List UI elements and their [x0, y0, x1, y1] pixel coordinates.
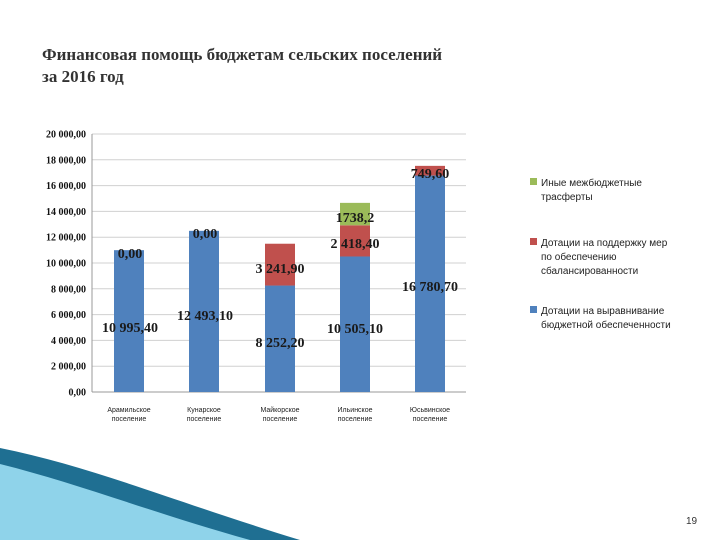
legend-label: Дотации на поддержку мер по обеспечению сб… [541, 238, 668, 277]
x-category-label: Майкорское поселение [260, 406, 299, 423]
y-tick-label: 14 000,00 [46, 207, 86, 218]
bar-segment [114, 250, 144, 392]
data-label: 8 252,20 [256, 336, 305, 351]
x-category-label: Кунарское поселение [187, 407, 222, 423]
x-category-label: Ильинское поселение [338, 407, 373, 423]
legend-label: Дотации на выравнивание бюджетной обеспеч… [541, 306, 671, 331]
bars [114, 165, 445, 392]
y-tick-label: 4 000,00 [51, 336, 86, 347]
wave-light-band [0, 464, 250, 540]
x-category-label: Юсьвинское поселение [410, 407, 450, 423]
data-label: 16 780,70 [402, 280, 458, 295]
y-tick-label: 10 000,00 [46, 259, 86, 270]
slide-title: Финансовая помощь бюджетам сельских посе… [42, 45, 443, 86]
legend-swatch [530, 178, 537, 185]
bar-segment [415, 165, 445, 176]
decorative-wave [0, 448, 300, 540]
data-label: 12 493,10 [177, 309, 233, 324]
y-tick-label: 20 000,00 [46, 130, 86, 141]
y-tick-label: 18 000,00 [46, 155, 86, 166]
y-tick-label: 2 000,00 [51, 362, 86, 373]
bar-segment [265, 243, 295, 286]
y-tick-label: 8 000,00 [51, 284, 86, 295]
y-tick-label: 12 000,00 [46, 233, 86, 244]
legend-swatch [530, 238, 537, 245]
data-label: 749,60 [411, 167, 450, 182]
legend: Иные межбюджетные трасферты Дотации на под… [530, 177, 671, 331]
data-label: 10 505,10 [327, 322, 383, 337]
x-category-label: Арамильское поселение [107, 407, 150, 423]
page-number: 19 [686, 516, 698, 527]
y-tick-label: 6 000,00 [51, 310, 86, 321]
legend-label: Иные межбюджетные трасферты [541, 177, 642, 203]
data-label: 0,00 [118, 247, 143, 262]
data-label: 0,00 [193, 227, 218, 242]
y-tick-label: 0,00 [69, 388, 87, 399]
data-label: 10 995,40 [102, 321, 158, 336]
bar-segment [415, 175, 445, 392]
data-label: 2 418,40 [331, 237, 380, 252]
y-axis: 0,00 2 000,00 4 000,00 6 000,00 8 000,00 10 0… [46, 130, 466, 399]
bar-segment [340, 256, 370, 392]
y-tick-label: 16 000,00 [46, 181, 86, 192]
bar-segment [189, 230, 219, 392]
data-label: 3 241,90 [256, 262, 305, 277]
legend-swatch [530, 306, 537, 313]
x-axis-categories: Арамильское поселение Кунарское поселение Ма… [107, 406, 450, 423]
bar-segment [265, 285, 295, 392]
bar-segment [340, 225, 370, 257]
data-labels: 10 995,40 0,00 12 493,10 0,00 8 252,20 3 241,… [102, 167, 458, 351]
bar-segment [340, 202, 370, 226]
data-label: 1738,2 [336, 211, 375, 226]
